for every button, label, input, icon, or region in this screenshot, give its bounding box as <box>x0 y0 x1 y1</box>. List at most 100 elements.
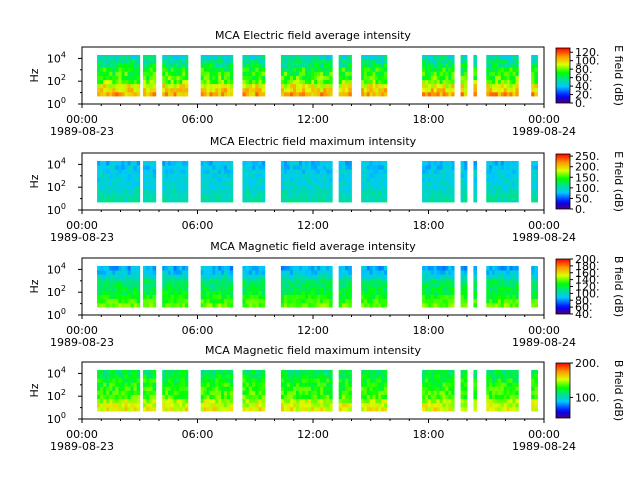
spectrogram-cell <box>170 302 175 308</box>
spectrogram-cell <box>308 75 312 81</box>
colorbar-tick-label: 120. <box>575 281 600 294</box>
spectrogram-cell <box>497 181 502 187</box>
spectrogram-cell <box>162 286 166 292</box>
spectrogram-cell <box>130 378 135 383</box>
spectrogram-cell <box>302 265 306 271</box>
spectrogram-cell <box>215 177 219 182</box>
spectrogram-cell <box>136 169 141 174</box>
spectrogram-cell <box>176 290 180 296</box>
spectrogram-cell <box>369 386 373 391</box>
spectrogram-cell <box>492 189 496 195</box>
spectrogram-cell <box>218 378 222 383</box>
spectrogram-cell <box>200 181 205 187</box>
spectrogram-cell <box>436 390 440 396</box>
spectrogram-cell <box>381 302 385 308</box>
spectrogram-cell <box>242 169 247 174</box>
spectrogram-cell <box>366 71 371 76</box>
spectrogram-cell <box>258 165 263 170</box>
spectrogram-cell <box>515 278 519 283</box>
spectrogram-cell <box>206 59 210 64</box>
spectrogram-cell <box>375 278 379 283</box>
spectrogram-cell <box>448 278 452 283</box>
spectrogram-cell <box>115 165 119 170</box>
spectrogram-cell <box>203 294 207 300</box>
spectrogram-cell <box>133 378 138 383</box>
spectrogram-cell <box>338 378 343 383</box>
spectrogram-cell <box>245 278 250 283</box>
colorbar-tick-label: 60. <box>575 72 593 85</box>
spectrogram-cell <box>381 160 385 166</box>
spectrogram-cell <box>203 173 207 178</box>
spectrogram-cell <box>121 71 125 76</box>
spectrogram-cell <box>363 67 368 72</box>
spectrogram-cell <box>492 398 496 404</box>
spectrogram-cell <box>203 382 207 387</box>
spectrogram-cell <box>289 374 294 379</box>
spectrogram-cell <box>224 274 228 279</box>
spectrogram-cell <box>489 406 493 412</box>
spectrogram-cell <box>212 374 216 379</box>
spectrogram-cell <box>497 173 502 178</box>
spectrogram-cell <box>149 160 153 166</box>
spectrogram-cell <box>146 54 150 60</box>
spectrogram-cell <box>106 265 110 271</box>
spectrogram-cell <box>463 282 468 287</box>
spectrogram-cell <box>100 54 104 60</box>
spectrogram-cell <box>136 298 141 304</box>
spectrogram-cell <box>97 402 101 408</box>
spectrogram-cell <box>509 79 513 85</box>
spectrogram-cell <box>442 282 446 287</box>
spectrogram-cell <box>317 394 321 400</box>
spectrogram-cell <box>363 169 368 174</box>
spectrogram-cell <box>305 270 309 275</box>
spectrogram-cell <box>296 83 300 89</box>
spectrogram-cell <box>106 169 110 174</box>
spectrogram-cell <box>433 286 438 292</box>
spectrogram-cell <box>427 83 432 89</box>
spectrogram-cell <box>224 406 228 412</box>
spectrogram <box>97 160 538 203</box>
spectrogram-cell <box>133 398 138 404</box>
spectrogram-cell <box>149 386 153 391</box>
spectrogram-cell <box>103 91 107 97</box>
spectrogram-cell <box>442 83 446 89</box>
spectrogram-cell <box>489 181 493 187</box>
spectrogram-cell <box>383 165 388 170</box>
spectrogram-cell <box>252 402 256 408</box>
spectrogram-cell <box>100 160 104 166</box>
spectrogram-cell <box>185 302 189 308</box>
spectrogram-cell <box>361 382 365 387</box>
spectrogram-cell <box>289 282 294 287</box>
spectrogram-cell <box>109 91 113 97</box>
spectrogram-cell <box>182 302 186 308</box>
spectrogram-cell <box>326 270 330 275</box>
spectrogram-cell <box>509 177 513 182</box>
spectrogram-cell <box>329 63 333 68</box>
spectrogram-cell <box>425 83 429 89</box>
spectrogram-cell <box>317 369 321 375</box>
spectrogram-cell <box>341 274 346 279</box>
spectrogram-cell <box>451 189 455 195</box>
spectrogram-cell <box>348 165 352 170</box>
spectrogram-cell <box>130 177 135 182</box>
spectrogram-cell <box>348 181 352 187</box>
spectrogram-cell <box>381 193 385 199</box>
spectrogram-cell <box>109 298 113 304</box>
spectrogram-cell <box>215 398 219 404</box>
spectrogram-cell <box>425 59 429 64</box>
spectrogram-cell <box>200 390 205 396</box>
spectrogram-cell <box>142 374 147 379</box>
spectrogram-cell <box>369 173 373 178</box>
spectrogram-cell <box>296 282 300 287</box>
spectrogram-cell <box>473 265 478 271</box>
spectrogram-cell <box>436 290 440 296</box>
spectrogram-cell <box>366 59 371 64</box>
spectrogram-cell <box>341 374 346 379</box>
spectrogram-cell <box>133 185 138 191</box>
spectrogram-cell <box>329 67 333 72</box>
spectrogram-cell <box>136 91 141 97</box>
spectrogram-cell <box>442 165 446 170</box>
spectrogram-cell <box>329 378 333 383</box>
spectrogram-cell <box>439 290 443 296</box>
spectrogram-cell <box>515 185 519 191</box>
